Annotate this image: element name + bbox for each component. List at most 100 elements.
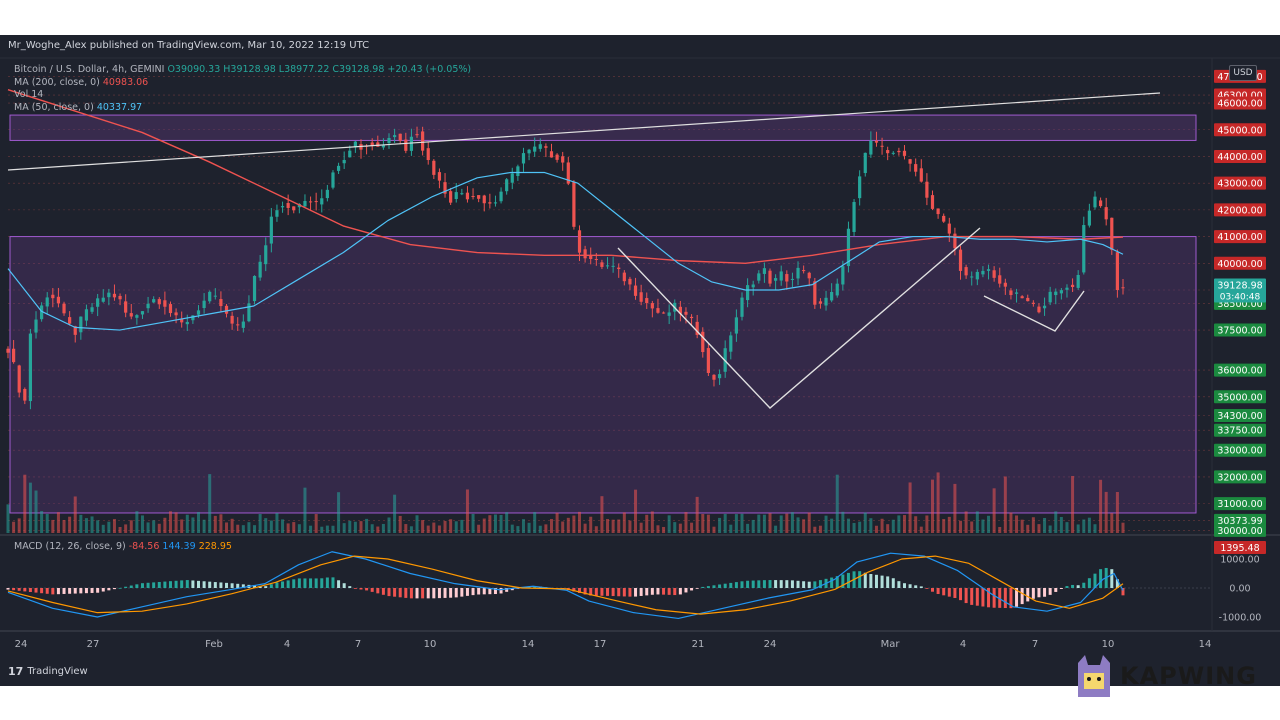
current-price-badge[interactable] xyxy=(1214,278,1266,303)
candle-body[interactable] xyxy=(1070,284,1075,288)
pattern-v-line[interactable] xyxy=(617,227,981,409)
candle-body[interactable] xyxy=(639,292,643,302)
candle-body[interactable] xyxy=(998,275,1002,284)
candle-body[interactable] xyxy=(1026,297,1030,302)
candle-body[interactable] xyxy=(858,176,862,199)
candle-body[interactable] xyxy=(471,196,475,198)
candle-body[interactable] xyxy=(981,270,985,275)
candle-body[interactable] xyxy=(62,303,66,314)
candle-body[interactable] xyxy=(107,292,111,298)
candle-body[interactable] xyxy=(56,296,61,304)
candle-body[interactable] xyxy=(213,295,217,297)
candle-body[interactable] xyxy=(561,156,565,163)
candle-body[interactable] xyxy=(28,333,33,402)
candle-body[interactable] xyxy=(454,192,458,200)
candle-body[interactable] xyxy=(230,315,234,324)
candle-body[interactable] xyxy=(90,307,94,312)
candle-body[interactable] xyxy=(493,202,498,204)
candle-body[interactable] xyxy=(891,152,895,154)
candle-body[interactable] xyxy=(790,278,795,280)
candle-body[interactable] xyxy=(622,272,626,282)
candle-body[interactable] xyxy=(1059,290,1063,294)
candle-body[interactable] xyxy=(393,135,397,138)
candle-body[interactable] xyxy=(583,249,587,259)
candle-body[interactable] xyxy=(684,311,688,315)
candle-body[interactable] xyxy=(617,267,621,270)
candle-body[interactable] xyxy=(925,181,929,198)
candle-body[interactable] xyxy=(729,335,733,352)
candle-body[interactable] xyxy=(460,193,464,195)
candle-body[interactable] xyxy=(219,299,223,307)
candle-body[interactable] xyxy=(902,150,907,156)
candle-body[interactable] xyxy=(1098,200,1103,207)
candle-body[interactable] xyxy=(645,298,649,304)
candle-body[interactable] xyxy=(880,145,884,147)
candle-body[interactable] xyxy=(101,297,105,302)
candle-body[interactable] xyxy=(869,140,873,155)
candle-body[interactable] xyxy=(404,139,408,151)
candle-body[interactable] xyxy=(914,164,918,172)
candle-body[interactable] xyxy=(572,181,576,227)
candle-body[interactable] xyxy=(521,153,526,164)
candle-body[interactable] xyxy=(381,145,386,148)
candle-body[interactable] xyxy=(129,313,133,317)
candle-body[interactable] xyxy=(252,275,257,302)
candle-body[interactable] xyxy=(23,388,27,401)
candle-body[interactable] xyxy=(269,216,273,244)
candle-body[interactable] xyxy=(661,312,666,314)
candle-body[interactable] xyxy=(650,303,654,309)
currency-badge[interactable]: USD xyxy=(1229,65,1257,81)
candle-body[interactable] xyxy=(936,208,940,215)
candle-body[interactable] xyxy=(163,300,167,307)
candle-body[interactable] xyxy=(1121,287,1125,289)
candle-body[interactable] xyxy=(555,154,559,160)
candle-body[interactable] xyxy=(667,312,671,316)
candle-body[interactable] xyxy=(34,319,38,333)
macd-legend[interactable]: MACD (12, 26, close, 9) -84.56 144.39 22… xyxy=(14,541,232,552)
candle-body[interactable] xyxy=(415,134,419,136)
candle-body[interactable] xyxy=(745,285,750,301)
candle-body[interactable] xyxy=(443,182,447,194)
candle-body[interactable] xyxy=(387,137,391,144)
legend-vol-row[interactable]: Vol 14 xyxy=(14,89,471,102)
candle-body[interactable] xyxy=(544,146,548,148)
candle-body[interactable] xyxy=(191,315,195,321)
candle-body[interactable] xyxy=(437,172,442,181)
candle-body[interactable] xyxy=(157,299,161,305)
candle-body[interactable] xyxy=(40,305,44,320)
candle-body[interactable] xyxy=(275,210,279,217)
candle-body[interactable] xyxy=(17,365,21,393)
candle-body[interactable] xyxy=(185,321,189,325)
candle-body[interactable] xyxy=(280,206,285,208)
candle-body[interactable] xyxy=(796,267,800,279)
candle-body[interactable] xyxy=(740,297,744,317)
candle-body[interactable] xyxy=(818,301,823,304)
candle-body[interactable] xyxy=(398,133,402,141)
candle-body[interactable] xyxy=(751,284,755,288)
candle-body[interactable] xyxy=(342,159,346,164)
candle-body[interactable] xyxy=(701,331,705,353)
candle-body[interactable] xyxy=(678,306,682,314)
candle-body[interactable] xyxy=(152,299,156,303)
candle-body[interactable] xyxy=(841,266,845,285)
candle-body[interactable] xyxy=(325,189,329,199)
candle-body[interactable] xyxy=(1093,196,1097,208)
candle-body[interactable] xyxy=(538,144,542,149)
candle-body[interactable] xyxy=(762,268,767,274)
legend-ma200-row[interactable]: MA (200, close, 0) 40983.06 xyxy=(14,77,471,90)
candle-body[interactable] xyxy=(594,258,598,260)
upper-zone[interactable] xyxy=(9,114,1197,141)
candle-body[interactable] xyxy=(919,168,923,182)
candle-body[interactable] xyxy=(477,195,481,199)
candle-body[interactable] xyxy=(611,265,615,267)
candle-body[interactable] xyxy=(336,165,341,171)
candle-body[interactable] xyxy=(930,195,935,209)
candle-body[interactable] xyxy=(320,198,324,205)
candle-body[interactable] xyxy=(236,324,240,326)
candle-body[interactable] xyxy=(264,245,268,265)
candle-body[interactable] xyxy=(768,270,772,284)
candle-body[interactable] xyxy=(717,374,722,379)
candle-body[interactable] xyxy=(527,149,531,154)
candle-body[interactable] xyxy=(510,173,514,183)
candle-body[interactable] xyxy=(505,179,509,192)
